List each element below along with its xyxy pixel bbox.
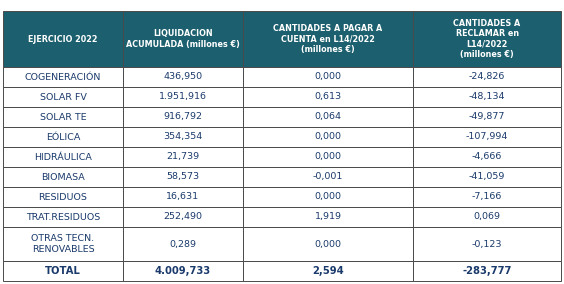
Text: 0,289: 0,289 — [169, 239, 196, 248]
Bar — [3, 207, 123, 227]
Text: 0,000: 0,000 — [315, 239, 342, 248]
Bar — [3, 107, 123, 127]
Bar — [413, 67, 561, 87]
Bar — [123, 127, 243, 147]
Bar — [123, 147, 243, 167]
Bar — [3, 67, 123, 87]
Bar — [413, 87, 561, 107]
Text: EJERCICIO 2022: EJERCICIO 2022 — [28, 34, 98, 43]
Text: 1,919: 1,919 — [315, 212, 342, 222]
Bar — [3, 261, 123, 281]
Text: -107,994: -107,994 — [466, 133, 508, 141]
Text: HIDRÁULICA: HIDRÁULICA — [34, 153, 92, 162]
Text: -0,123: -0,123 — [472, 239, 503, 248]
Bar — [413, 107, 561, 127]
Text: SOLAR TE: SOLAR TE — [39, 112, 86, 122]
Bar — [123, 87, 243, 107]
Text: 0,000: 0,000 — [315, 153, 342, 162]
Text: -49,877: -49,877 — [469, 112, 505, 122]
Text: -48,134: -48,134 — [469, 93, 505, 101]
Text: RESIDUOS: RESIDUOS — [38, 193, 87, 202]
Text: TRAT.RESIDUOS: TRAT.RESIDUOS — [26, 212, 100, 222]
Text: -4,666: -4,666 — [472, 153, 503, 162]
Bar — [243, 147, 413, 167]
Text: 0,064: 0,064 — [315, 112, 342, 122]
Bar — [123, 187, 243, 207]
Bar — [3, 87, 123, 107]
Bar — [123, 227, 243, 261]
Text: 0,000: 0,000 — [315, 193, 342, 202]
Bar — [243, 87, 413, 107]
Text: OTRAS TECN.
RENOVABLES: OTRAS TECN. RENOVABLES — [32, 235, 95, 254]
Bar — [413, 227, 561, 261]
Bar — [3, 127, 123, 147]
Text: EÓLICA: EÓLICA — [46, 133, 80, 141]
Bar — [243, 187, 413, 207]
Text: TOTAL: TOTAL — [45, 266, 81, 276]
Text: 354,354: 354,354 — [164, 133, 202, 141]
Text: 1.951,916: 1.951,916 — [159, 93, 207, 101]
Text: 2,594: 2,594 — [312, 266, 344, 276]
Bar — [413, 261, 561, 281]
Text: 58,573: 58,573 — [166, 172, 200, 181]
Bar — [3, 11, 123, 67]
Text: 4.009,733: 4.009,733 — [155, 266, 211, 276]
Bar — [123, 11, 243, 67]
Bar — [243, 11, 413, 67]
Text: 916,792: 916,792 — [164, 112, 202, 122]
Bar — [123, 207, 243, 227]
Text: LIQUIDACION
ACUMULADA (millones €): LIQUIDACION ACUMULADA (millones €) — [126, 30, 240, 49]
Bar — [3, 147, 123, 167]
Text: 0,000: 0,000 — [315, 72, 342, 82]
Bar — [243, 127, 413, 147]
Bar — [243, 67, 413, 87]
Text: 21,739: 21,739 — [166, 153, 200, 162]
Bar — [123, 107, 243, 127]
Bar — [243, 167, 413, 187]
Bar — [243, 227, 413, 261]
Text: 0,613: 0,613 — [315, 93, 342, 101]
Text: -24,826: -24,826 — [469, 72, 505, 82]
Text: CANTIDADES A
RECLAMAR en
L14/2022
(millones €): CANTIDADES A RECLAMAR en L14/2022 (millo… — [453, 19, 521, 59]
Text: 0,069: 0,069 — [474, 212, 501, 222]
Bar — [123, 67, 243, 87]
Text: 252,490: 252,490 — [164, 212, 202, 222]
Bar — [243, 207, 413, 227]
Text: -0,001: -0,001 — [313, 172, 343, 181]
Bar — [123, 167, 243, 187]
Bar — [413, 207, 561, 227]
Text: -41,059: -41,059 — [469, 172, 505, 181]
Bar — [413, 11, 561, 67]
Bar — [413, 127, 561, 147]
Bar — [413, 147, 561, 167]
Bar — [413, 167, 561, 187]
Text: SOLAR FV: SOLAR FV — [39, 93, 86, 101]
Bar — [243, 261, 413, 281]
Text: BIOMASA: BIOMASA — [41, 172, 85, 181]
Text: 0,000: 0,000 — [315, 133, 342, 141]
Text: 16,631: 16,631 — [166, 193, 200, 202]
Text: -283,777: -283,777 — [462, 266, 512, 276]
Bar — [123, 261, 243, 281]
Text: -7,166: -7,166 — [472, 193, 503, 202]
Bar — [3, 167, 123, 187]
Text: CANTIDADES A PAGAR A
CUENTA en L14/2022
(millones €): CANTIDADES A PAGAR A CUENTA en L14/2022 … — [274, 24, 382, 54]
Bar — [413, 187, 561, 207]
Text: 436,950: 436,950 — [164, 72, 202, 82]
Bar — [3, 187, 123, 207]
Bar — [3, 227, 123, 261]
Bar — [243, 107, 413, 127]
Text: COGENERACIÓN: COGENERACIÓN — [25, 72, 101, 82]
